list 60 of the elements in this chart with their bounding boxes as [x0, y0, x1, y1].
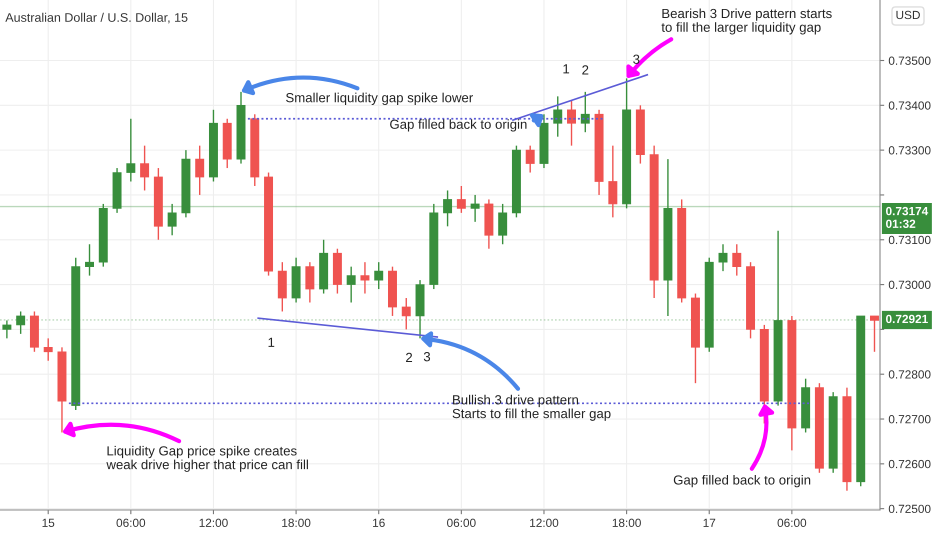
- ref-line-label: 0.72921: [886, 314, 928, 324]
- annotation: 2: [406, 352, 412, 362]
- annotation: 3: [633, 54, 640, 64]
- candlestick: [456, 185, 466, 214]
- candlestick: [580, 91, 590, 133]
- candlestick: [443, 190, 452, 228]
- annotation: Bullish 3 drive pattern Starts to fill the smaller gap: [452, 394, 611, 421]
- annotation: Gap filled back to origin: [390, 119, 526, 132]
- y-tick-label: 0.73500: [888, 56, 931, 65]
- annotation: 1: [268, 338, 274, 347]
- y-tick-label: 0.73300: [888, 146, 931, 155]
- candlestick: [870, 315, 879, 352]
- y-tick-label: 0.73400: [888, 101, 931, 110]
- x-tick-label: 06:00: [116, 518, 146, 528]
- x-tick-label: 16: [373, 518, 385, 528]
- candlestick: [608, 144, 618, 218]
- candlestick: [195, 144, 204, 196]
- text: USD: [896, 10, 920, 20]
- candlestick: [402, 297, 411, 330]
- x-tick-label: 18:00: [612, 518, 641, 528]
- candlestick: [470, 194, 480, 223]
- candlestick: [140, 144, 150, 192]
- y-tick-label: 0.73000: [888, 280, 931, 289]
- candlestick: [718, 244, 728, 272]
- annotation: Liquidity Gap price spike creates weak drive higher that price can fill: [106, 446, 308, 472]
- annotation: Gap filled back to origin: [674, 474, 810, 488]
- text: Australian Dollar / U.S. Dollar, 15: [5, 12, 188, 24]
- candlestick: [168, 203, 177, 236]
- x-tick-label: 17: [704, 518, 716, 527]
- candlestick: [553, 96, 562, 138]
- x-tick-label: 06:00: [447, 518, 476, 528]
- x-tick-label: 15: [42, 518, 54, 528]
- x-tick-label: 06:00: [778, 518, 806, 528]
- candlestick: [85, 244, 94, 276]
- candlestick: [732, 244, 742, 276]
- annotation: 2: [582, 65, 588, 74]
- candlestick: [126, 118, 136, 182]
- ref-line-label: 0.73174 01:32: [886, 206, 928, 228]
- candlestick: [498, 203, 508, 245]
- candlestick: [16, 310, 26, 335]
- annotation: 3: [424, 352, 430, 362]
- x-tick-label: 18:00: [282, 518, 310, 528]
- y-tick-label: 0.72500: [888, 504, 931, 514]
- annotation: 1: [563, 64, 570, 74]
- annotation: Bearish 3 Drive pattern starts to fill the larger liquidity gap: [662, 8, 832, 34]
- candlestick: [305, 261, 314, 304]
- candlestick: [346, 266, 356, 304]
- candlestick: [44, 338, 53, 362]
- candlestick: [374, 261, 384, 290]
- y-tick-label: 0.72800: [888, 370, 931, 379]
- annotation: Smaller liquidity gap spike lower: [286, 92, 473, 105]
- x-tick-label: 12:00: [530, 518, 558, 528]
- candlestick: [526, 144, 535, 174]
- x-tick-label: 12:00: [200, 518, 228, 528]
- candlestick: [360, 261, 370, 294]
- y-tick-label: 0.72600: [888, 460, 931, 468]
- y-tick-label: 0.73100: [888, 236, 931, 244]
- candlestick: [567, 100, 576, 146]
- y-tick-label: 0.72700: [888, 415, 931, 424]
- candlestick: [2, 320, 12, 340]
